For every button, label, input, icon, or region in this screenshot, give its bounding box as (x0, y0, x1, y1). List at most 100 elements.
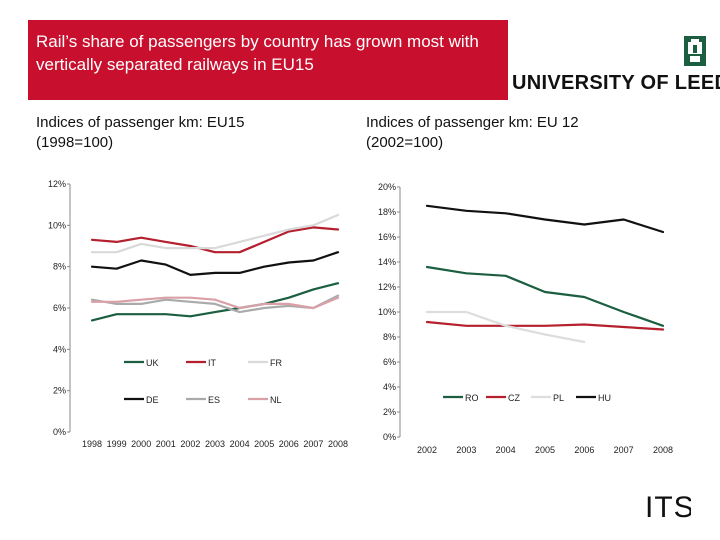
x-tick-label: 2000 (131, 439, 151, 449)
y-tick-label: 10% (378, 307, 396, 317)
data-point-ro (662, 324, 664, 327)
data-point-it (140, 236, 142, 239)
y-tick-label: 2% (53, 386, 66, 396)
data-point-uk (91, 319, 93, 322)
legend-label: CZ (508, 393, 520, 403)
x-tick-label: 2005 (535, 445, 555, 455)
x-tick-label: 2002 (417, 445, 437, 455)
data-point-ro (622, 311, 625, 313)
legend-item-pl: PL (531, 393, 564, 403)
data-point-cz (426, 321, 428, 323)
data-point-de (238, 272, 241, 274)
data-point-pl (504, 324, 507, 327)
y-tick-label: 14% (378, 257, 396, 267)
data-point-es (91, 298, 93, 301)
data-point-hu (622, 218, 625, 221)
data-point-ro (504, 274, 507, 277)
data-point-it (337, 228, 339, 231)
data-point-nl (288, 303, 290, 305)
data-point-nl (214, 298, 216, 301)
legend-label: HU (598, 393, 611, 403)
data-point-it (263, 241, 266, 243)
x-tick-label: 2005 (254, 439, 274, 449)
data-point-ro (465, 272, 468, 275)
data-point-pl (583, 341, 586, 343)
x-tick-label: 2006 (279, 439, 299, 449)
data-point-cz (465, 324, 468, 327)
x-tick-label: 2002 (180, 439, 200, 449)
data-point-uk (337, 282, 339, 285)
data-point-nl (238, 307, 241, 309)
data-point-it (288, 230, 290, 233)
chart-title-eu12-line2: (2002=100) (366, 134, 444, 151)
y-tick-label: 6% (53, 303, 66, 313)
data-point-hu (544, 218, 546, 221)
y-tick-label: 0% (383, 432, 396, 442)
legend-label: IT (208, 358, 217, 368)
legend-label: DE (146, 395, 159, 405)
legend-label: ES (208, 395, 220, 405)
data-point-de (140, 259, 142, 262)
data-point-fr (189, 247, 192, 249)
data-point-de (312, 259, 315, 262)
data-point-nl (165, 296, 167, 299)
data-point-nl (337, 296, 339, 299)
data-point-pl (544, 333, 546, 336)
x-tick-label: 2001 (156, 439, 176, 449)
legend-label: RO (465, 393, 479, 403)
y-tick-label: 16% (378, 232, 396, 242)
y-tick-label: 20% (378, 182, 396, 192)
legend-item-es: ES (186, 395, 220, 405)
data-point-it (165, 241, 167, 243)
series-line-de (90, 251, 340, 276)
data-point-it (189, 245, 192, 247)
series-line-ro (425, 265, 665, 327)
data-point-fr (214, 247, 216, 249)
data-point-nl (115, 301, 118, 303)
data-point-fr (115, 251, 118, 253)
data-point-uk (288, 296, 290, 299)
x-tick-label: 2004 (496, 445, 516, 455)
data-point-es (115, 303, 118, 305)
data-point-nl (91, 301, 93, 303)
data-point-it (238, 251, 241, 253)
data-point-hu (465, 209, 468, 212)
y-tick-label: 4% (53, 344, 66, 354)
x-tick-label: 2007 (303, 439, 323, 449)
data-point-es (288, 305, 290, 307)
legend-label: NL (270, 395, 282, 405)
data-point-cz (544, 324, 546, 327)
data-point-de (189, 274, 192, 276)
its-logo: ITS (645, 491, 691, 520)
data-point-nl (312, 307, 315, 309)
y-tick-label: 10% (48, 220, 66, 230)
data-point-it (115, 241, 118, 243)
data-point-de (263, 265, 266, 268)
data-point-de (288, 261, 290, 264)
data-point-fr (263, 234, 266, 237)
legend-item-it: IT (186, 358, 217, 368)
data-point-es (140, 303, 142, 305)
data-point-hu (662, 231, 664, 233)
its-logo-text: ITS (645, 491, 691, 520)
legend-item-fr: FR (248, 358, 282, 368)
data-point-nl (263, 303, 266, 305)
x-tick-label: 2003 (456, 445, 476, 455)
x-tick-label: 2006 (574, 445, 594, 455)
y-tick-label: 0% (53, 427, 66, 437)
chart-title-eu15-line1: Indices of passenger km: EU15 (36, 114, 245, 131)
data-point-de (337, 251, 339, 253)
y-tick-label: 4% (383, 382, 396, 392)
data-point-fr (140, 243, 142, 245)
data-point-de (91, 265, 93, 268)
data-point-ro (583, 296, 586, 298)
data-point-it (214, 251, 216, 253)
x-tick-label: 2008 (653, 445, 673, 455)
x-tick-label: 2007 (614, 445, 634, 455)
chart-title-eu12-line1: Indices of passenger km: EU 12 (366, 114, 579, 131)
title-banner (28, 20, 508, 100)
series-line-fr (90, 213, 340, 254)
y-tick-label: 2% (383, 407, 396, 417)
x-tick-label: 1998 (82, 439, 102, 449)
data-point-pl (465, 311, 468, 313)
